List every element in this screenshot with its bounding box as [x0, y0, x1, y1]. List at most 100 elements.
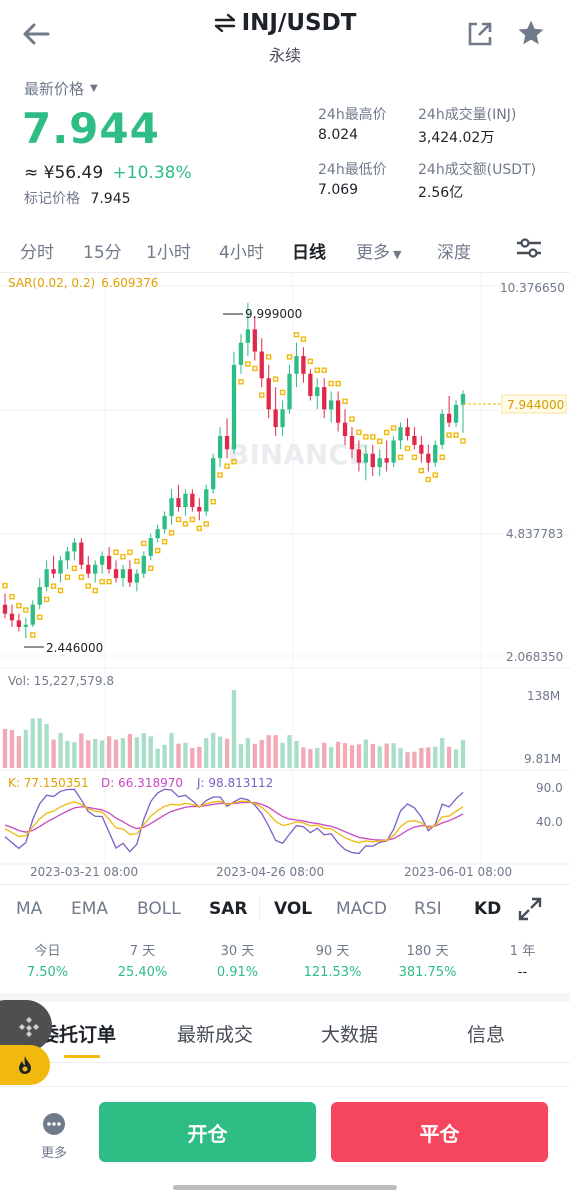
candle-body — [224, 435, 230, 450]
last-price-selector[interactable]: 最新价格 ▼ — [24, 78, 98, 99]
sar-dot — [279, 389, 286, 396]
tf-1h[interactable]: 1小时 — [146, 243, 191, 263]
sar-dot — [127, 549, 133, 556]
price-chart[interactable]: BINANCE SAR(0.02, 0.2) 6.609376 10.376650… — [0, 272, 570, 884]
volume-bar — [446, 746, 452, 768]
volume-bar — [370, 743, 375, 768]
open-position-button[interactable]: 开仓 — [99, 1102, 316, 1162]
candle-body — [58, 560, 63, 574]
sar-dot — [411, 454, 418, 460]
sar-label: SAR(0.02, 0.2) 6.609376 — [8, 276, 158, 290]
tab-trades[interactable]: 最新成交 — [177, 1024, 254, 1046]
volume-bar — [412, 751, 417, 768]
volume-label: Vol: 15,227,579.8 — [8, 674, 114, 688]
candle-body — [169, 498, 174, 516]
candle-body — [72, 542, 77, 552]
volume-bar — [134, 737, 139, 768]
low-label: 24h最低价 — [318, 162, 387, 178]
sar-dot — [71, 565, 78, 572]
volume-bar — [93, 738, 98, 768]
volume-bar — [120, 738, 126, 768]
indicator-boll[interactable]: BOLL — [137, 899, 181, 919]
sar-dot — [321, 367, 327, 373]
candle-body — [301, 356, 306, 374]
candle-body — [113, 569, 119, 579]
close-position-button[interactable]: 平仓 — [331, 1102, 548, 1162]
volume-bar — [30, 718, 35, 768]
back-arrow-icon[interactable] — [18, 18, 54, 50]
tab-data[interactable]: 大数据 — [321, 1024, 379, 1046]
divider — [0, 884, 570, 885]
candle-body — [363, 453, 368, 463]
tf-4h[interactable]: 4小时 — [219, 243, 264, 263]
candle-body — [273, 409, 278, 428]
sar-dot — [154, 547, 161, 554]
volume-bar — [127, 733, 133, 768]
candle-body — [349, 435, 355, 450]
volume-bar — [72, 742, 77, 768]
tf-time[interactable]: 分时 — [20, 243, 54, 263]
sar-dot — [120, 554, 126, 560]
chart-settings-icon[interactable] — [515, 236, 545, 262]
indicator-kd[interactable]: KD — [474, 899, 502, 919]
indicator-ma[interactable]: MA — [16, 899, 43, 919]
sar-dot — [203, 521, 209, 527]
candle-body — [16, 620, 22, 627]
share-icon[interactable] — [463, 18, 497, 50]
indicator-rsi[interactable]: RSI — [414, 899, 442, 919]
volume-bar — [113, 739, 119, 768]
candle-body — [384, 458, 389, 463]
tf-15m[interactable]: 15分 — [83, 243, 122, 263]
volume-bars — [2, 690, 466, 768]
fullscreen-icon[interactable] — [517, 896, 545, 922]
floating-bubble-binance[interactable] — [0, 1000, 52, 1052]
tab-orders[interactable]: 委托订单 — [40, 1024, 117, 1046]
perf-value: -- — [517, 965, 528, 980]
sar-dot — [113, 549, 119, 556]
star-icon[interactable] — [514, 16, 548, 50]
kdj-lines — [4, 788, 464, 855]
caret-down-icon: ▼ — [90, 83, 98, 94]
volume-bar — [280, 742, 285, 768]
sar-dot — [370, 434, 376, 440]
volume-bar — [356, 744, 362, 768]
sar-series — [2, 332, 466, 638]
volume-bar — [217, 736, 223, 768]
perf-label: 30 天 — [220, 944, 255, 959]
sar-dot — [259, 392, 265, 398]
tab-info[interactable]: 信息 — [467, 1024, 506, 1046]
candle-body — [460, 394, 466, 405]
sar-dot — [189, 516, 196, 523]
sar-dot — [161, 538, 168, 545]
pair-selector[interactable]: INJ/USDT — [200, 6, 370, 40]
candle-body — [377, 458, 382, 468]
sar-dot — [196, 525, 203, 532]
indicator-vol[interactable]: VOL — [274, 899, 313, 919]
perf-7d: 7 天 25.40% — [95, 940, 190, 980]
perf-30d: 30 天 0.91% — [190, 940, 285, 980]
tf-more[interactable]: 更多 ▼ — [356, 238, 401, 263]
tf-depth[interactable]: 深度 — [437, 243, 471, 263]
volume-bar — [106, 736, 112, 768]
candle-body — [86, 564, 91, 574]
more-button[interactable]: 更多 — [30, 1112, 78, 1162]
sar-dot — [439, 454, 445, 460]
kdj-j-label: J: 98.813112 — [196, 776, 273, 790]
sar-dot — [293, 332, 300, 338]
sar-dot — [2, 582, 8, 589]
candle-body — [412, 435, 417, 445]
perf-label: 90 天 — [315, 944, 350, 959]
perf-label: 7 天 — [129, 944, 156, 959]
home-indicator — [173, 1185, 397, 1190]
candle-body — [322, 387, 327, 410]
perf-label: 1 年 — [509, 944, 536, 959]
candle-body — [266, 378, 271, 410]
volume-bar — [294, 740, 299, 768]
tf-1d[interactable]: 日线 — [292, 243, 326, 263]
indicator-ema[interactable]: EMA — [71, 899, 109, 919]
indicator-macd[interactable]: MACD — [336, 899, 387, 919]
volume-bar — [183, 742, 188, 768]
kdj-j-line — [4, 788, 464, 855]
floating-bubble-fire[interactable] — [0, 1045, 50, 1085]
indicator-sar[interactable]: SAR — [209, 899, 248, 919]
